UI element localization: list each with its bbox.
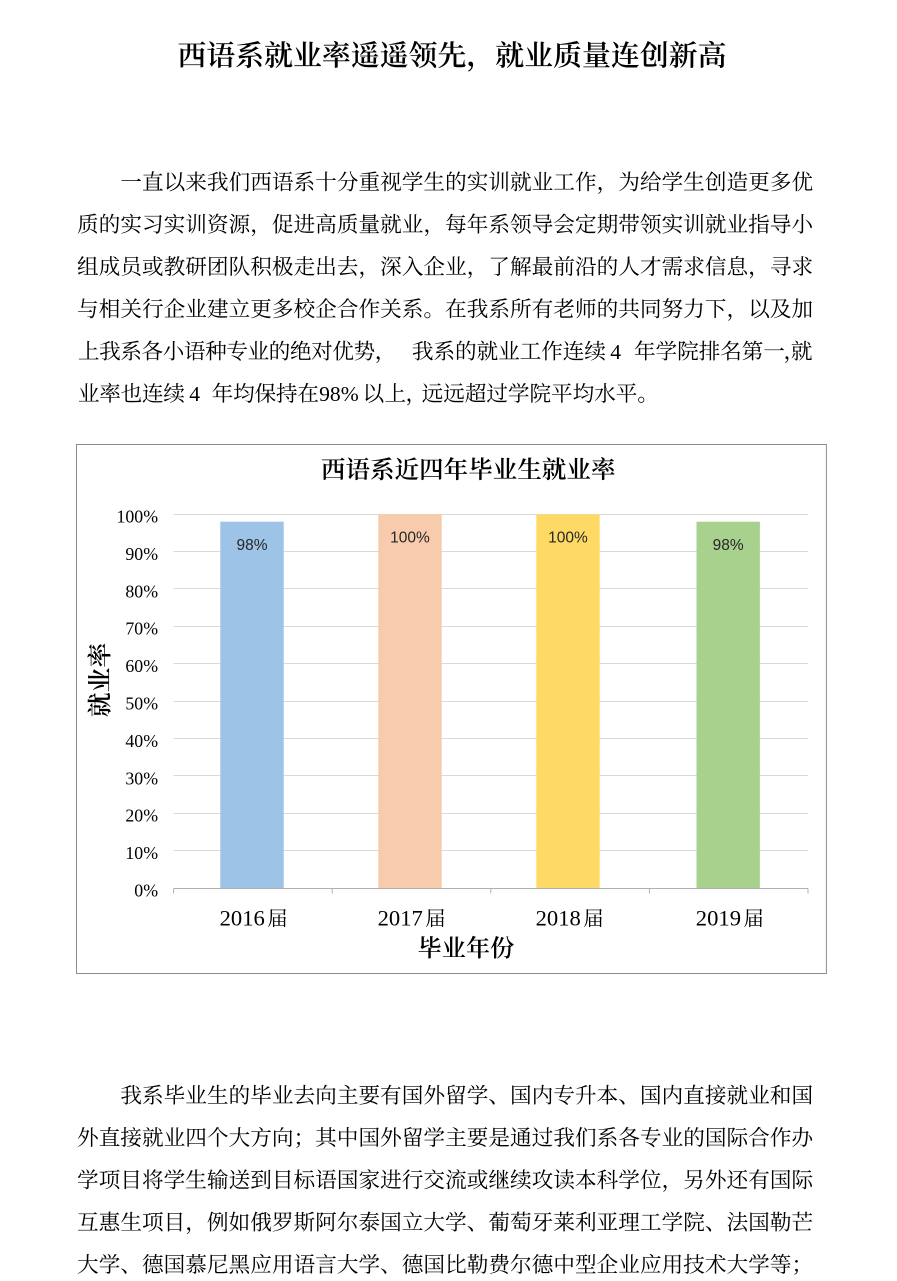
svg-text:0%: 0% (134, 880, 158, 900)
svg-text:100%: 100% (390, 530, 430, 547)
svg-text:40%: 40% (125, 731, 158, 751)
svg-text:90%: 90% (125, 544, 158, 564)
svg-text:98%: 98% (713, 537, 744, 554)
svg-text:98%: 98% (236, 537, 267, 554)
svg-text:80%: 80% (125, 581, 158, 601)
svg-text:2018: 2018 (536, 906, 581, 931)
svg-text:20%: 20% (125, 806, 158, 826)
svg-text:60%: 60% (125, 656, 158, 676)
svg-text:50%: 50% (125, 694, 158, 714)
svg-text:100%: 100% (117, 507, 159, 527)
svg-text:100%: 100% (548, 530, 588, 547)
svg-text:2017: 2017 (378, 906, 423, 931)
svg-text:4: 4 (189, 382, 200, 406)
svg-text:70%: 70% (125, 619, 158, 639)
svg-text:2016: 2016 (220, 906, 265, 931)
svg-text:4: 4 (610, 340, 621, 364)
svg-text:30%: 30% (125, 768, 158, 788)
svg-text:2019: 2019 (696, 906, 741, 931)
svg-text:10%: 10% (125, 843, 158, 863)
svg-text:98%: 98% (319, 382, 359, 406)
